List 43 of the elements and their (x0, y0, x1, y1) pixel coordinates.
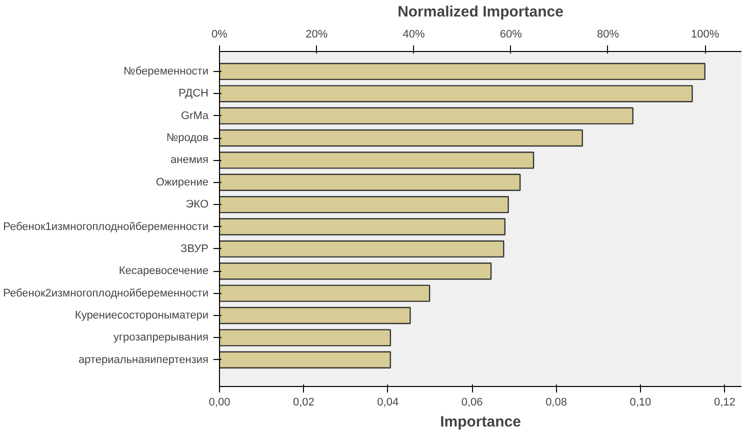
y-tick-label: Ребенок1измногоплоднойбеременности (3, 220, 209, 233)
x2-tick-label: 0% (212, 28, 228, 40)
bar (220, 196, 509, 214)
bar (220, 218, 506, 236)
bar (220, 174, 521, 191)
y-tick-label: №беременности (124, 65, 209, 78)
y-tick-label: угрозапрерывания (113, 332, 209, 344)
y-tick-label: ЭКО (186, 198, 209, 211)
x2-tick-label: 60% (500, 28, 522, 40)
bar (220, 129, 583, 147)
x-tick-label: 0,02 (292, 396, 314, 408)
bar (220, 306, 411, 324)
y-tick-label: анемия (170, 154, 209, 166)
y-tick-label: Кесаревосечение (118, 265, 208, 278)
bar (220, 85, 693, 102)
x-tick-label: 0,10 (630, 396, 652, 408)
y-tick-label: Ребенок2измногоплоднойбеременности (3, 287, 209, 300)
bar (220, 262, 492, 280)
bar (220, 107, 634, 124)
x-tick-label: 0,06 (461, 396, 483, 408)
bar (220, 62, 706, 80)
x-tick-label: 0,00 (208, 396, 230, 408)
y-tick-label: артериальнаяипертензия (78, 354, 209, 366)
y-tick-label: №родов (166, 132, 209, 144)
x2-tick-label: 100% (691, 28, 720, 40)
x2-tick-label: 20% (306, 28, 328, 40)
bar (220, 284, 430, 302)
bar (220, 351, 392, 368)
y-tick-label: Курениесостороныматери (74, 310, 209, 322)
x2-axis-title: Normalized Importance (398, 4, 564, 20)
x-tick-label: 0,04 (377, 396, 399, 408)
x-axis-title: Importance (440, 414, 521, 430)
bar (220, 152, 534, 169)
y-tick-label: ЗВУР (180, 242, 209, 255)
bar (220, 329, 392, 346)
x-tick-label: 0,08 (546, 396, 567, 408)
y-tick-label: GrMa (181, 110, 210, 122)
y-tick-label: Ожирение (156, 176, 209, 188)
x2-tick-label: 80% (596, 28, 620, 40)
y-tick-label: РДСН (178, 88, 209, 100)
x-tick-label: 0,12 (714, 396, 736, 408)
bar (220, 240, 504, 258)
x2-tick-label: 40% (402, 28, 425, 40)
